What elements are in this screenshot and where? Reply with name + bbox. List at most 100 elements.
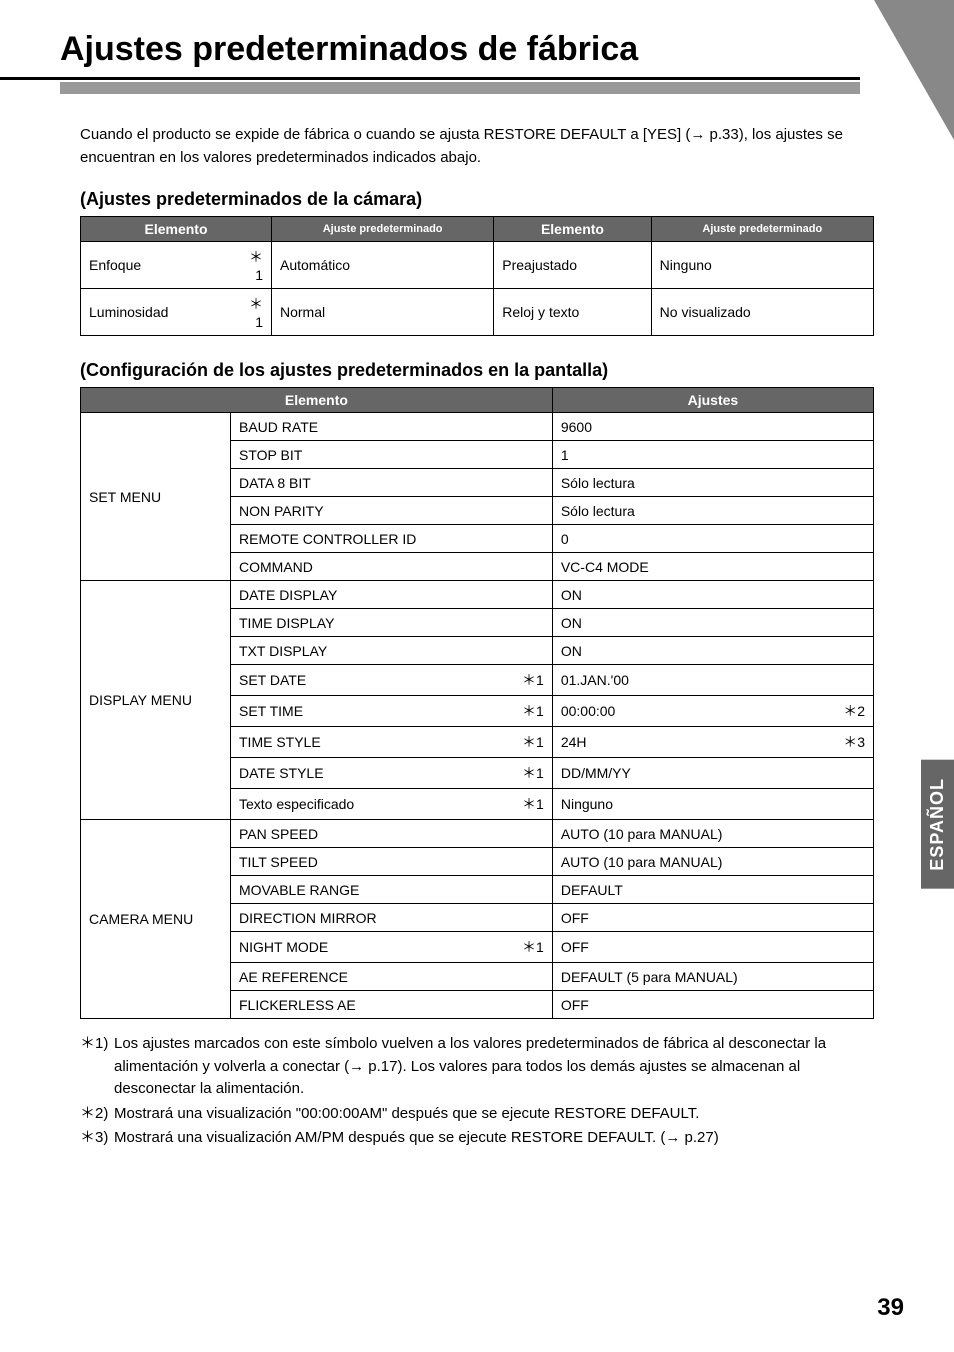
cell-item: BAUD RATE	[231, 413, 513, 441]
cell-value-star	[834, 413, 874, 441]
cell-star: ＊1	[512, 932, 552, 963]
group-cell: SET MENU	[81, 413, 231, 581]
cell-star	[512, 820, 552, 848]
cell-name: Reloj y texto	[494, 289, 651, 336]
cell-value: ON	[552, 581, 833, 609]
table2-header-elemento: Elemento	[81, 388, 553, 413]
cell-star	[512, 991, 552, 1019]
table1-header-ajuste2: Ajuste predeterminado	[651, 217, 873, 242]
cell-value: 1	[552, 441, 833, 469]
cell-item: PAN SPEED	[231, 820, 513, 848]
table-row: Enfoque＊1AutomáticoPreajustadoNinguno	[81, 242, 874, 289]
cell-item: NON PARITY	[231, 497, 513, 525]
cell-item: REMOTE CONTROLLER ID	[231, 525, 513, 553]
cell-value: DD/MM/YY	[552, 758, 833, 789]
cell-value: OFF	[552, 932, 833, 963]
table2-header-ajustes: Ajustes	[552, 388, 873, 413]
intro-paragraph: Cuando el producto se expide de fábrica …	[80, 124, 874, 169]
cell-star	[512, 553, 552, 581]
cell-star	[512, 581, 552, 609]
cell-item: STOP BIT	[231, 441, 513, 469]
cell-item: DATA 8 BIT	[231, 469, 513, 497]
cell-value-star	[834, 441, 874, 469]
cell-item: DATE STYLE	[231, 758, 513, 789]
cell-name: Luminosidad	[81, 289, 241, 336]
cell-star	[512, 609, 552, 637]
title-underline	[60, 82, 860, 94]
footnote-marker: ＊3)	[80, 1127, 114, 1150]
cell-value-star	[834, 609, 874, 637]
cell-value: OFF	[552, 991, 833, 1019]
cell-value: AUTO (10 para MANUAL)	[552, 820, 833, 848]
cell-item: TIME DISPLAY	[231, 609, 513, 637]
cell-star: ＊1	[512, 789, 552, 820]
cell-star: ＊1	[512, 758, 552, 789]
cell-star: ＊1	[512, 727, 552, 758]
footnote-marker: ＊2)	[80, 1103, 114, 1126]
cell-item: DATE DISPLAY	[231, 581, 513, 609]
footnote-text: Mostrará una visualización "00:00:00AM" …	[114, 1103, 874, 1126]
cell-value: ON	[552, 609, 833, 637]
language-tab: ESPAÑOL	[921, 760, 954, 889]
cell-value-star	[834, 553, 874, 581]
cell-item: DIRECTION MIRROR	[231, 904, 513, 932]
cell-item: TILT SPEED	[231, 848, 513, 876]
cell-value-star	[834, 469, 874, 497]
cell-item: MOVABLE RANGE	[231, 876, 513, 904]
camera-settings-table: Elemento Ajuste predeterminado Elemento …	[80, 216, 874, 336]
cell-value-star	[834, 497, 874, 525]
cell-item: TIME STYLE	[231, 727, 513, 758]
cell-star: ＊1	[512, 665, 552, 696]
cell-name: Preajustado	[494, 242, 651, 289]
cell-value: 24H	[552, 727, 833, 758]
cell-item: TXT DISPLAY	[231, 637, 513, 665]
cell-value: AUTO (10 para MANUAL)	[552, 848, 833, 876]
cell-star	[512, 469, 552, 497]
cell-star	[512, 637, 552, 665]
table-row: DISPLAY MENUDATE DISPLAYON	[81, 581, 874, 609]
cell-value: Ninguno	[651, 242, 873, 289]
cell-value: 00:00:00	[552, 696, 833, 727]
cell-star	[512, 525, 552, 553]
cell-value-star	[834, 665, 874, 696]
cell-value: Automático	[271, 242, 493, 289]
cell-star	[512, 876, 552, 904]
footnote-row: ＊3)Mostrará una visualización AM/PM desp…	[80, 1127, 874, 1150]
cell-value-star	[834, 637, 874, 665]
cell-value: 9600	[552, 413, 833, 441]
cell-value: VC-C4 MODE	[552, 553, 833, 581]
cell-value-star: ＊3	[834, 727, 874, 758]
footnote-row: ＊2)Mostrará una visualización "00:00:00A…	[80, 1103, 874, 1126]
footnote-row: ＊1)Los ajustes marcados con este símbolo…	[80, 1033, 874, 1101]
cell-value-star	[834, 848, 874, 876]
screen-settings-heading: (Configuración de los ajustes predetermi…	[80, 360, 874, 381]
table1-header-ajuste1: Ajuste predeterminado	[271, 217, 493, 242]
cell-value: Sólo lectura	[552, 469, 833, 497]
camera-settings-heading: (Ajustes predeterminados de la cámara)	[80, 189, 874, 210]
cell-star	[512, 413, 552, 441]
footnote-text: Los ajustes marcados con este símbolo vu…	[114, 1033, 874, 1101]
cell-item: FLICKERLESS AE	[231, 991, 513, 1019]
cell-value: No visualizado	[651, 289, 873, 336]
content-area: Cuando el producto se expide de fábrica …	[0, 94, 954, 1150]
cell-value-star: ＊2	[834, 696, 874, 727]
screen-settings-table: Elemento Ajustes SET MENUBAUD RATE 9600 ST…	[80, 387, 874, 1019]
cell-star	[512, 497, 552, 525]
cell-star	[512, 441, 552, 469]
footnote-text: Mostrará una visualización AM/PM después…	[114, 1127, 874, 1150]
cell-star: ＊1	[241, 289, 272, 336]
cell-value-star	[834, 876, 874, 904]
footnote-marker: ＊1)	[80, 1033, 114, 1101]
table1-header-elemento2: Elemento	[494, 217, 651, 242]
cell-value-star	[834, 820, 874, 848]
cell-item: Texto especificado	[231, 789, 513, 820]
cell-value-star	[834, 789, 874, 820]
page-number: 39	[877, 1294, 904, 1322]
cell-value: Sólo lectura	[552, 497, 833, 525]
cell-value: DEFAULT	[552, 876, 833, 904]
table-row: SET MENUBAUD RATE9600	[81, 413, 874, 441]
footnotes: ＊1)Los ajustes marcados con este símbolo…	[80, 1033, 874, 1150]
corner-decoration	[874, 0, 954, 140]
cell-item: SET TIME	[231, 696, 513, 727]
table1-header-elemento1: Elemento	[81, 217, 272, 242]
